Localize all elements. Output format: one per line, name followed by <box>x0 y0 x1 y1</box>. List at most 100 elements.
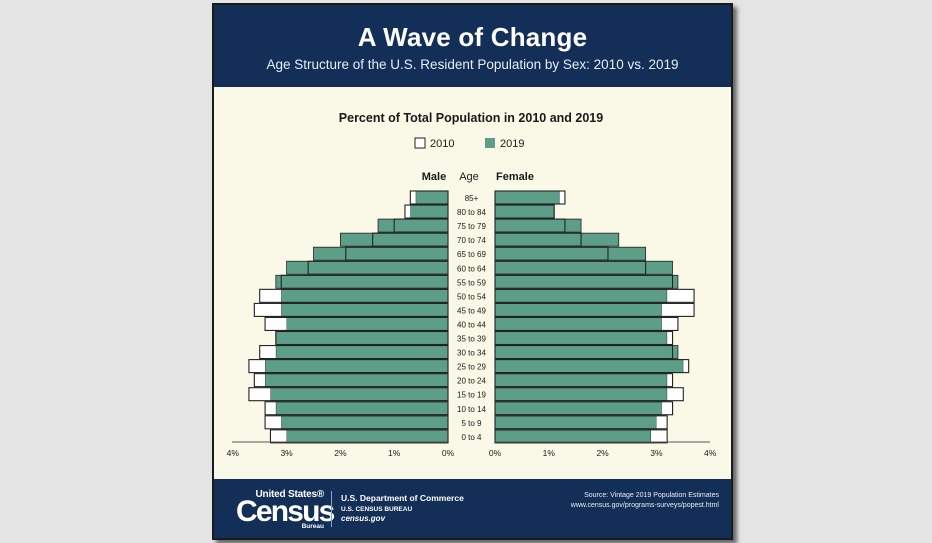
axis-ticks: 4% 3% 2% 1% 0% 0% 1% 2% 3% 4% <box>227 448 717 458</box>
bar-female-2019 <box>494 204 555 219</box>
age-group-label: 50 to 54 <box>457 292 486 301</box>
age-group-label: 45 to 49 <box>457 306 486 315</box>
bar-male-2010 <box>253 302 449 317</box>
bar-male-2010-excess <box>254 303 282 317</box>
main-subtitle: Age Structure of the U.S. Resident Popul… <box>266 57 679 72</box>
female-label: Female <box>496 171 534 183</box>
bar-male-2019 <box>264 359 449 374</box>
bar-male-2010 <box>404 204 449 219</box>
bar-female-2019 <box>494 232 620 247</box>
female-axis-tick-label: 1% <box>543 448 556 458</box>
bar-female-2010 <box>494 330 674 346</box>
bar-female-2019 <box>494 415 657 430</box>
bar-female-2010-excess <box>661 317 678 331</box>
bar-male-2019 <box>377 218 449 233</box>
bar-female-2019 <box>494 373 668 388</box>
bar-female-2019 <box>494 387 668 402</box>
bar-male-2019 <box>275 274 449 289</box>
male-axis-tick-label: 4% <box>227 448 240 458</box>
source-url-link[interactable]: www.census.gov/programs-surveys/popest.h… <box>570 501 719 509</box>
male-axis-tick-label: 0% <box>442 448 455 458</box>
bar-female-2010 <box>494 190 566 205</box>
age-group-label: 30 to 34 <box>457 349 486 358</box>
bar-female-2019 <box>494 190 560 205</box>
bar-male-2019 <box>280 288 449 303</box>
bar-male-2010 <box>253 373 449 388</box>
bar-male-2010-excess <box>404 205 411 219</box>
header-banner: A Wave of Change Age Structure of the U.… <box>214 5 731 87</box>
bar-female-2019 <box>494 345 679 359</box>
bar-female-2010-excess <box>651 429 668 443</box>
bar-female-2010-excess <box>656 415 668 429</box>
bar-female-2010-excess <box>667 331 673 345</box>
source-note: Source: Vintage 2019 Population Estimate… <box>571 491 719 511</box>
legend-swatch-2010 <box>414 137 426 149</box>
bars-2010 <box>248 190 695 444</box>
legend: 2010 2019 <box>414 137 524 150</box>
legend-swatch-2019 <box>485 138 495 148</box>
bar-male-2010 <box>372 232 449 247</box>
bar-male-2010-excess <box>410 191 416 204</box>
bar-female-2019 <box>494 401 663 416</box>
bar-female-2019 <box>494 429 652 444</box>
bar-male-2019 <box>264 373 449 388</box>
male-label: Male <box>422 171 446 183</box>
bar-female-2010-excess <box>661 303 695 317</box>
bar-female-2010 <box>494 260 647 275</box>
bar-male-2010 <box>248 359 449 374</box>
bar-male-2010-excess <box>248 387 271 401</box>
census-logo: United States® Census Bureau <box>236 489 335 530</box>
main-title: A Wave of Change <box>357 22 588 52</box>
bar-female-2010 <box>494 316 679 331</box>
bar-male-2010-excess <box>270 429 287 443</box>
age-group-label: 0 to 4 <box>461 433 482 442</box>
bureau-name: U.S. CENSUS BUREAU <box>341 505 413 513</box>
bar-female-2010 <box>494 274 674 289</box>
bar-male-2010 <box>264 415 449 430</box>
department-block: U.S. Department of Commerce U.S. CENSUS … <box>341 493 464 524</box>
bar-female-2010 <box>494 401 674 416</box>
department-name: U.S. Department of Commerce <box>341 493 464 503</box>
age-group-label: 80 to 84 <box>457 208 486 217</box>
bar-male-2010 <box>280 274 449 289</box>
source-line: Source: Vintage 2019 Population Estimate… <box>584 492 719 499</box>
age-group-label: 5 to 9 <box>461 419 482 428</box>
bar-female-2010 <box>494 218 566 233</box>
bar-male-2010-excess <box>265 317 287 331</box>
male-axis-tick-label: 2% <box>334 448 347 458</box>
census-website-link[interactable]: census.gov <box>341 514 386 524</box>
age-group-label: 40 to 44 <box>457 320 486 329</box>
logo-main-text: Census <box>236 495 335 528</box>
female-axis-tick-label: 3% <box>650 448 663 458</box>
bar-male-2019 <box>286 317 449 331</box>
bar-male-2010-excess <box>254 373 266 387</box>
bar-female-2010-excess <box>683 359 689 373</box>
logo-bottom-text: Bureau <box>301 523 324 530</box>
bar-female-2019 <box>494 317 663 331</box>
age-group-label: 85+ <box>465 194 479 203</box>
bar-female-2019 <box>494 288 668 303</box>
bar-female-2010 <box>494 359 690 374</box>
bar-male-2010 <box>307 260 449 275</box>
female-axis-tick-label: 0% <box>489 448 502 458</box>
bar-male-2019 <box>280 302 449 317</box>
bar-female-2010-excess <box>667 373 673 387</box>
bar-female-2010 <box>494 288 695 303</box>
bar-male-2010 <box>259 344 449 360</box>
bar-male-2010 <box>264 401 449 416</box>
bar-female-2010 <box>494 415 668 430</box>
bar-male-2019 <box>280 415 449 430</box>
age-labels: 85+ 80 to 84 75 to 79 70 to 74 65 to 69 60 to… <box>457 194 486 442</box>
bar-male-2019 <box>409 204 449 219</box>
bar-female-2010 <box>494 302 695 317</box>
bar-male-2010 <box>409 190 449 205</box>
footer-banner: United States® Census Bureau U.S. Depart… <box>214 479 731 538</box>
female-axis-tick-label: 4% <box>704 448 717 458</box>
chart-title: Percent of Total Population in 2010 and … <box>339 111 603 125</box>
age-group-label: 15 to 19 <box>457 391 486 400</box>
bar-female-2019 <box>494 302 663 317</box>
bar-male-2010 <box>264 316 449 331</box>
bar-male-2019 <box>286 260 449 275</box>
bar-female-2019 <box>494 218 582 233</box>
bar-female-2010-excess <box>667 387 684 401</box>
